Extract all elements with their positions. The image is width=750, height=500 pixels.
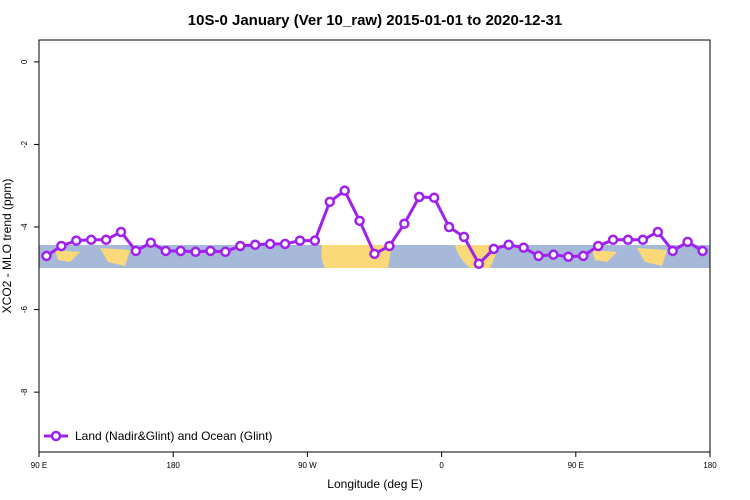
point (115, 226, 127, 238)
point (578, 250, 589, 262)
point (443, 221, 455, 233)
point (205, 245, 216, 257)
point (71, 235, 82, 246)
point (100, 234, 112, 246)
point (399, 218, 410, 229)
legend-marker (50, 430, 62, 442)
point (682, 236, 693, 248)
y-tick-label: -6 (20, 305, 29, 313)
point (249, 239, 261, 251)
x-tick-label: 90 W (298, 461, 317, 470)
point (279, 238, 291, 250)
legend-label: Land (Nadir&Glint) and Ocean (Glint) (75, 429, 272, 443)
land (455, 245, 500, 268)
point (384, 240, 395, 252)
y-tick-label: -4 (20, 223, 29, 231)
point (533, 250, 544, 262)
point (592, 240, 604, 252)
point (354, 215, 365, 227)
y-axis-label: XCO2 - MLO trend (ppm) (0, 179, 14, 314)
point (41, 250, 52, 262)
point (488, 243, 500, 255)
point (652, 226, 664, 238)
point (235, 240, 246, 252)
point (130, 245, 142, 257)
point (428, 192, 440, 203)
point (294, 235, 306, 246)
x-tick-label: 180 (703, 461, 717, 470)
point (324, 196, 336, 208)
point (264, 238, 276, 250)
plot-frame (38, 39, 711, 453)
x-tick-label: 90 E (568, 461, 584, 470)
x-axis-label: Longitude (deg E) (327, 477, 422, 491)
point (458, 231, 470, 243)
point (220, 246, 231, 258)
land (321, 245, 392, 268)
point (697, 245, 708, 257)
point (413, 191, 425, 203)
point (309, 235, 321, 246)
point (56, 240, 67, 252)
point (160, 245, 171, 257)
point (518, 242, 529, 253)
point (503, 239, 514, 251)
point (607, 234, 619, 246)
point (190, 246, 201, 258)
point (667, 245, 678, 257)
point (369, 248, 380, 260)
y-tick-label: 0 (20, 59, 29, 64)
land (592, 248, 667, 266)
x-tick-label: 0 (439, 461, 444, 470)
land (55, 248, 130, 266)
point (622, 234, 634, 246)
point (548, 249, 559, 260)
y-tick-label: -2 (20, 140, 29, 148)
chart-title: 10S-0 January (Ver 10_raw) 2015-01-01 to… (188, 12, 562, 29)
point (473, 258, 485, 270)
point (339, 185, 350, 196)
point (175, 245, 186, 257)
point (563, 251, 574, 262)
point (85, 234, 97, 246)
point (145, 237, 157, 248)
y-tick-label: -8 (20, 388, 29, 396)
x-tick-label: 90 E (31, 461, 47, 470)
point (637, 234, 649, 246)
x-tick-label: 180 (167, 461, 181, 470)
